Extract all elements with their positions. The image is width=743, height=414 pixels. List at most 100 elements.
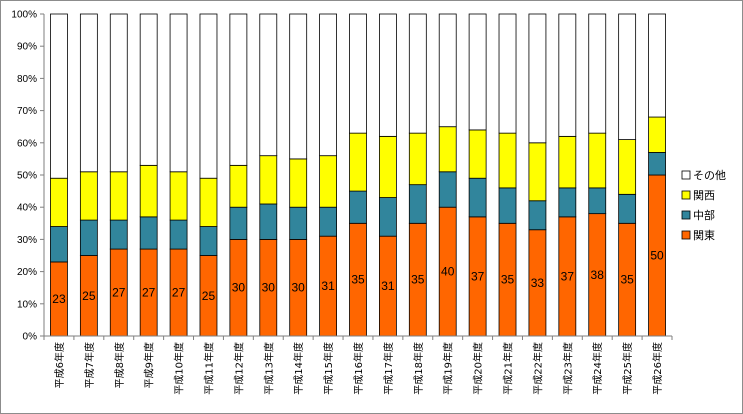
y-tick-label: 90% bbox=[17, 42, 37, 53]
bar-segment bbox=[558, 187, 577, 218]
x-tick-label: 平成18年度 bbox=[412, 342, 425, 395]
y-tick-label: 40% bbox=[17, 203, 37, 214]
bar-segment bbox=[618, 193, 637, 224]
data-label: 35 bbox=[501, 273, 515, 287]
x-tick-label: 平成15年度 bbox=[322, 342, 335, 395]
bar-segment bbox=[139, 164, 158, 218]
x-tick-label: 平成11年度 bbox=[202, 342, 215, 395]
bar-segment bbox=[229, 164, 248, 208]
bar-segment bbox=[289, 13, 308, 160]
bar-segment bbox=[528, 200, 547, 231]
bar-segment bbox=[648, 13, 666, 118]
x-tick-label: 平成25年度 bbox=[621, 342, 634, 395]
bar-segment bbox=[648, 116, 666, 153]
bar-segment bbox=[349, 13, 367, 134]
bar-segment bbox=[438, 171, 457, 208]
legend-label: 関西 bbox=[693, 189, 715, 202]
bar-segment bbox=[558, 135, 577, 189]
bar-segment bbox=[169, 171, 188, 221]
bar-segment bbox=[438, 126, 457, 173]
bar-series bbox=[50, 13, 666, 337]
bar-segment bbox=[618, 139, 637, 195]
bar-segment bbox=[319, 13, 337, 157]
y-tick-label: 20% bbox=[17, 267, 37, 278]
bar-segment bbox=[588, 13, 607, 134]
bar-segment bbox=[109, 13, 128, 173]
legend-swatch bbox=[681, 230, 691, 240]
data-labels: 23 25 27 27 27 25 30 30 30 31 35 31 35 40 37 35 33 37 38 35… bbox=[52, 249, 664, 306]
bar-segment bbox=[229, 206, 248, 240]
x-tick-label: 平成20年度 bbox=[472, 342, 485, 395]
data-label: 30 bbox=[262, 281, 276, 295]
y-tick-label: 100% bbox=[11, 10, 37, 21]
bar-segment bbox=[289, 158, 308, 208]
bar-segment bbox=[319, 155, 337, 208]
bar-segment bbox=[109, 171, 128, 221]
data-label: 35 bbox=[351, 273, 365, 287]
bar-segment bbox=[438, 13, 457, 128]
bar-segment bbox=[528, 142, 547, 202]
x-tick-label: 平成8年度 bbox=[113, 342, 126, 388]
bar-segment bbox=[169, 219, 188, 250]
data-label: 30 bbox=[292, 281, 306, 295]
bar-segment bbox=[79, 219, 98, 256]
x-tick-label: 平成7年度 bbox=[83, 342, 96, 388]
legend-swatch bbox=[681, 190, 691, 200]
bar-segment bbox=[379, 197, 397, 237]
bar-segment bbox=[408, 132, 427, 186]
x-tick-label: 平成21年度 bbox=[502, 342, 515, 395]
legend-swatch bbox=[681, 170, 691, 180]
x-axis: 平成6年度 平成7年度 平成8年度 平成9年度 平成10年度 平成11年度 平成12年度 平成… bbox=[43, 335, 673, 395]
legend-label: 関東 bbox=[693, 229, 715, 242]
bar-segment bbox=[379, 13, 397, 137]
bar-segment bbox=[50, 226, 68, 263]
data-label: 33 bbox=[531, 276, 545, 290]
bar-segment bbox=[408, 184, 427, 224]
bar-segment bbox=[349, 132, 367, 192]
y-axis: 0% 10% 20% 30% 40% 50% 60% 70% 80% 90% 100% bbox=[11, 10, 45, 343]
bar-segment bbox=[498, 132, 517, 189]
bar-segment bbox=[528, 13, 547, 144]
data-label: 50 bbox=[650, 249, 664, 263]
bar-segment bbox=[229, 13, 248, 166]
bar-segment bbox=[408, 13, 427, 134]
bar-segment bbox=[259, 203, 278, 240]
data-label: 23 bbox=[52, 292, 66, 306]
x-tick-label: 平成17年度 bbox=[382, 342, 395, 395]
bar-segment bbox=[50, 177, 68, 227]
bar-segment bbox=[498, 13, 517, 134]
x-tick-label: 平成10年度 bbox=[173, 342, 186, 395]
bar-segment bbox=[588, 132, 607, 189]
x-tick-label: 平成16年度 bbox=[352, 342, 365, 395]
bar-segment bbox=[379, 135, 397, 198]
data-label: 31 bbox=[321, 279, 335, 293]
bar-segment bbox=[498, 187, 517, 224]
bar-segment bbox=[79, 171, 98, 221]
bar-segment bbox=[139, 13, 158, 166]
bar-segment bbox=[139, 216, 158, 250]
x-tick-label: 平成14年度 bbox=[292, 342, 305, 395]
bar-segment bbox=[289, 206, 308, 240]
bar-segment bbox=[648, 152, 666, 176]
bar-segment bbox=[169, 13, 188, 173]
data-label: 31 bbox=[381, 279, 395, 293]
y-tick-label: 50% bbox=[17, 171, 37, 182]
legend-label: 中部 bbox=[693, 208, 715, 222]
bar-segment bbox=[259, 13, 278, 157]
data-label: 40 bbox=[441, 265, 455, 279]
y-tick-label: 30% bbox=[17, 235, 37, 246]
bar-segment bbox=[109, 219, 128, 250]
x-tick-label: 平成6年度 bbox=[53, 342, 66, 388]
bar-segment bbox=[199, 177, 218, 227]
legend-swatch bbox=[681, 210, 691, 220]
data-label: 35 bbox=[411, 273, 425, 287]
x-tick-label: 平成22年度 bbox=[531, 342, 544, 395]
data-label: 37 bbox=[561, 269, 575, 283]
y-tick-label: 70% bbox=[17, 106, 37, 117]
x-tick-label: 平成26年度 bbox=[651, 342, 664, 395]
data-label: 27 bbox=[172, 286, 186, 300]
data-label: 27 bbox=[112, 286, 126, 300]
data-label: 38 bbox=[591, 268, 605, 282]
x-tick-label: 平成24年度 bbox=[591, 342, 604, 395]
